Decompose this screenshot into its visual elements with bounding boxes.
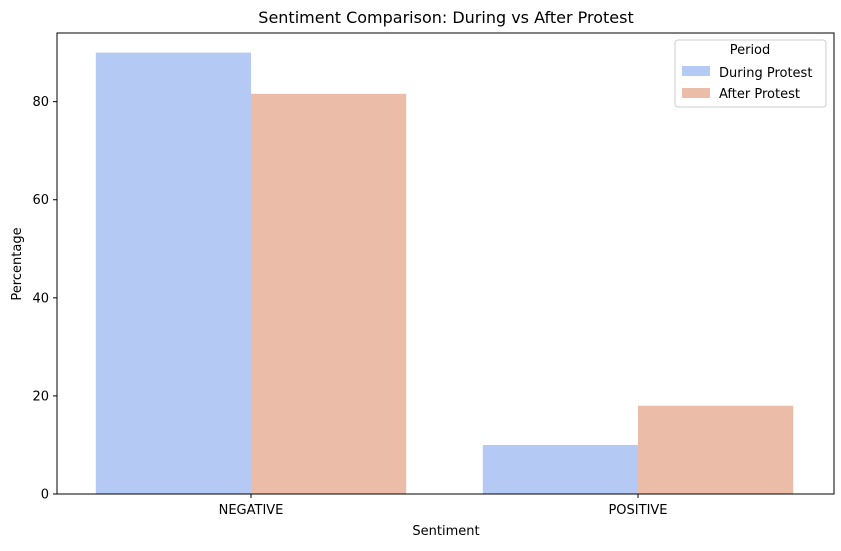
legend-label-during-protest: During Protest (719, 66, 812, 81)
y-axis: 0 20 40 60 80 (32, 95, 57, 503)
bar-during-protest-negative (95, 52, 251, 495)
bar-after-protest-negative (251, 93, 407, 494)
legend-box (674, 39, 827, 108)
bar-during-protest-positive (482, 444, 638, 494)
bars-layer (95, 52, 794, 495)
x-axis-label: Sentiment (412, 524, 479, 539)
legend: Period During Protest After Protest (674, 39, 827, 108)
plot-frame (56, 32, 835, 495)
y-tick-label: 0 (41, 488, 49, 503)
y-tick-label: 80 (32, 95, 49, 110)
legend-label-after-protest: After Protest (719, 87, 800, 102)
legend-title: Period (730, 43, 771, 58)
chart-title: Sentiment Comparison: During vs After Pr… (258, 8, 633, 27)
bar-after-protest-positive (638, 405, 794, 494)
x-tick-label-positive: POSITIVE (608, 503, 667, 518)
y-axis-label: Percentage (10, 227, 25, 300)
x-axis: NEGATIVE POSITIVE (219, 494, 668, 518)
legend-swatch-after-protest (682, 88, 710, 98)
x-tick-label-negative: NEGATIVE (219, 503, 284, 518)
y-tick-label: 60 (32, 193, 49, 208)
y-tick-label: 20 (32, 389, 49, 404)
y-tick-label: 40 (32, 291, 49, 306)
legend-swatch-during-protest (682, 66, 710, 76)
